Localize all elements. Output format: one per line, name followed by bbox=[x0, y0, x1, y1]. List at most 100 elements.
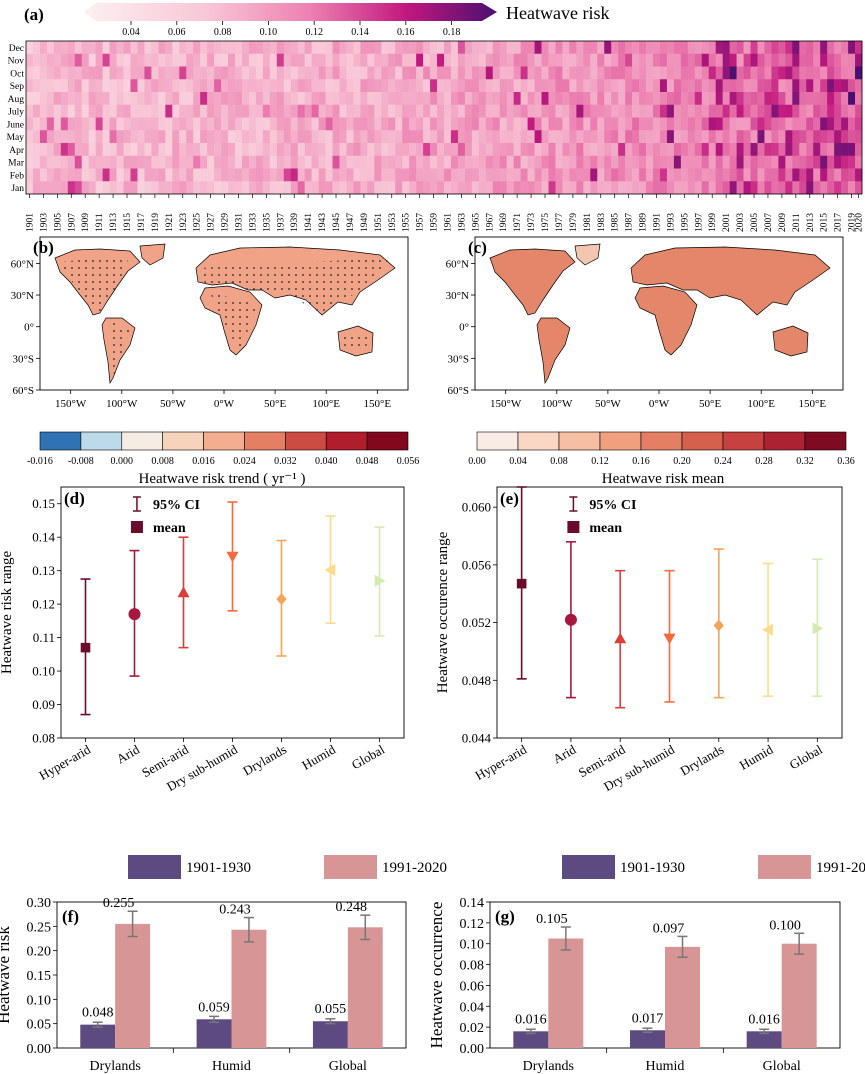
heatmap-cell bbox=[255, 41, 264, 55]
heatmap-cell bbox=[353, 143, 361, 157]
heatmap-cell bbox=[604, 41, 612, 55]
heatmap-cell bbox=[694, 41, 703, 55]
heatmap-cell bbox=[102, 155, 110, 169]
heatmap-cell bbox=[360, 155, 368, 169]
heatmap-cell bbox=[527, 143, 535, 157]
heatmap-cell bbox=[332, 104, 340, 118]
heatmap-cell bbox=[778, 130, 786, 144]
data-label: 0.248 bbox=[336, 900, 368, 915]
heatmap-cell bbox=[318, 130, 326, 144]
heatmap-cell bbox=[221, 181, 229, 195]
heatmap-cell bbox=[360, 130, 368, 144]
heatmap-cell bbox=[46, 181, 55, 195]
heatmap-cell bbox=[639, 104, 647, 118]
heatmap-cell bbox=[673, 92, 682, 106]
y-tick-label: 0.12 bbox=[32, 597, 55, 612]
heatmap-cell bbox=[214, 117, 222, 131]
heatmap-cell bbox=[276, 168, 285, 182]
heatmap-cell bbox=[806, 66, 814, 80]
heatmap-cell bbox=[687, 181, 696, 195]
map-lon-label: 0°W bbox=[649, 398, 670, 410]
heatmap-year-label: 1939 bbox=[290, 213, 300, 232]
heatmap-cell bbox=[228, 143, 236, 157]
heatmap-cell bbox=[576, 155, 584, 169]
heatmap-cell bbox=[144, 181, 152, 195]
heatmap-cell bbox=[444, 92, 452, 106]
heatmap-cell bbox=[388, 92, 396, 106]
heatmap-cell bbox=[332, 79, 340, 93]
heatmap-cell bbox=[74, 66, 83, 80]
map-lon-label: 150°E bbox=[364, 398, 392, 410]
heatmap-cell bbox=[151, 41, 159, 55]
heatmap-cell bbox=[471, 143, 480, 157]
heatmap-cell bbox=[346, 117, 354, 131]
heatmap-cell bbox=[102, 181, 110, 195]
heatmap-year-label: 1963 bbox=[457, 213, 467, 232]
heatmap-month-label: Nov bbox=[8, 57, 25, 67]
heatmap-cell bbox=[450, 168, 459, 182]
heatmap-cell bbox=[841, 155, 849, 169]
heatmap-cell bbox=[527, 79, 535, 93]
heatmap-cell bbox=[290, 130, 298, 144]
heatmap-cell bbox=[736, 92, 744, 106]
colorbar-segment bbox=[244, 431, 286, 451]
heatmap-cell bbox=[165, 155, 173, 169]
heatmap-cell bbox=[806, 168, 814, 182]
heatmap-cell bbox=[367, 143, 375, 157]
heatmap-cell bbox=[806, 143, 814, 157]
heatmap-cell bbox=[46, 155, 55, 169]
heatmap-cell bbox=[471, 53, 480, 67]
heatmap-cell bbox=[618, 104, 626, 118]
heatmap-cell bbox=[653, 117, 661, 131]
heatmap-cell bbox=[81, 130, 89, 144]
heatmap-cell bbox=[444, 168, 452, 182]
heatmap-cell bbox=[583, 41, 591, 55]
heatmap-cell bbox=[729, 155, 737, 169]
heatmap-cell bbox=[248, 181, 257, 195]
heatmap-cell bbox=[569, 41, 577, 55]
heatmap-cell bbox=[39, 143, 48, 157]
heatmap-cell bbox=[625, 155, 633, 169]
heatmap-cell bbox=[499, 117, 507, 131]
heatmap-year-label: 1909 bbox=[81, 213, 91, 232]
heatmap-cell bbox=[757, 168, 765, 182]
heatmap-cell bbox=[437, 181, 445, 195]
heatmap-cell bbox=[604, 155, 612, 169]
heatmap-cell bbox=[659, 155, 668, 169]
heatmap-cell bbox=[583, 181, 591, 195]
heatmap-cell bbox=[520, 168, 528, 182]
heatmap-cell bbox=[144, 66, 152, 80]
heatmap-cell bbox=[102, 41, 110, 55]
heatmap-cell bbox=[646, 41, 654, 55]
heatmap-cell bbox=[367, 168, 375, 182]
heatmap-cell bbox=[722, 143, 730, 157]
heatmap-cell bbox=[632, 53, 640, 67]
map-lon-label: 50°W bbox=[160, 398, 186, 410]
heatmap-cell bbox=[625, 168, 633, 182]
heatmap-cell bbox=[625, 181, 633, 195]
heatmap-cell bbox=[255, 66, 264, 80]
heatmap-cell bbox=[137, 155, 145, 169]
panel-d-errorbar-chart: 0.080.090.100.110.120.130.140.15Hyper-ar… bbox=[0, 486, 405, 794]
heatmap-cell bbox=[485, 155, 494, 169]
heatmap-cell bbox=[423, 181, 431, 195]
heatmap-cell bbox=[130, 104, 138, 118]
heatmap-cell bbox=[506, 143, 514, 157]
heatmap-cell bbox=[158, 104, 166, 118]
heatmap-cell bbox=[46, 41, 55, 55]
heatmap-cell bbox=[144, 143, 152, 157]
heatmap-cell bbox=[123, 66, 131, 80]
heatmap-cell bbox=[151, 117, 159, 131]
heatmap-cell bbox=[60, 143, 69, 157]
data-label: 0.016 bbox=[748, 1012, 780, 1027]
heatmap-cell bbox=[423, 155, 431, 169]
heatmap-cell bbox=[478, 92, 487, 106]
heatmap-cell bbox=[506, 79, 514, 93]
heatmap-cell bbox=[848, 92, 856, 106]
heatmap-cell bbox=[200, 168, 208, 182]
heatmap-cell bbox=[423, 53, 431, 67]
heatmap-cell bbox=[137, 66, 145, 80]
heatmap-cell bbox=[464, 41, 473, 55]
heatmap-cell bbox=[67, 130, 76, 144]
